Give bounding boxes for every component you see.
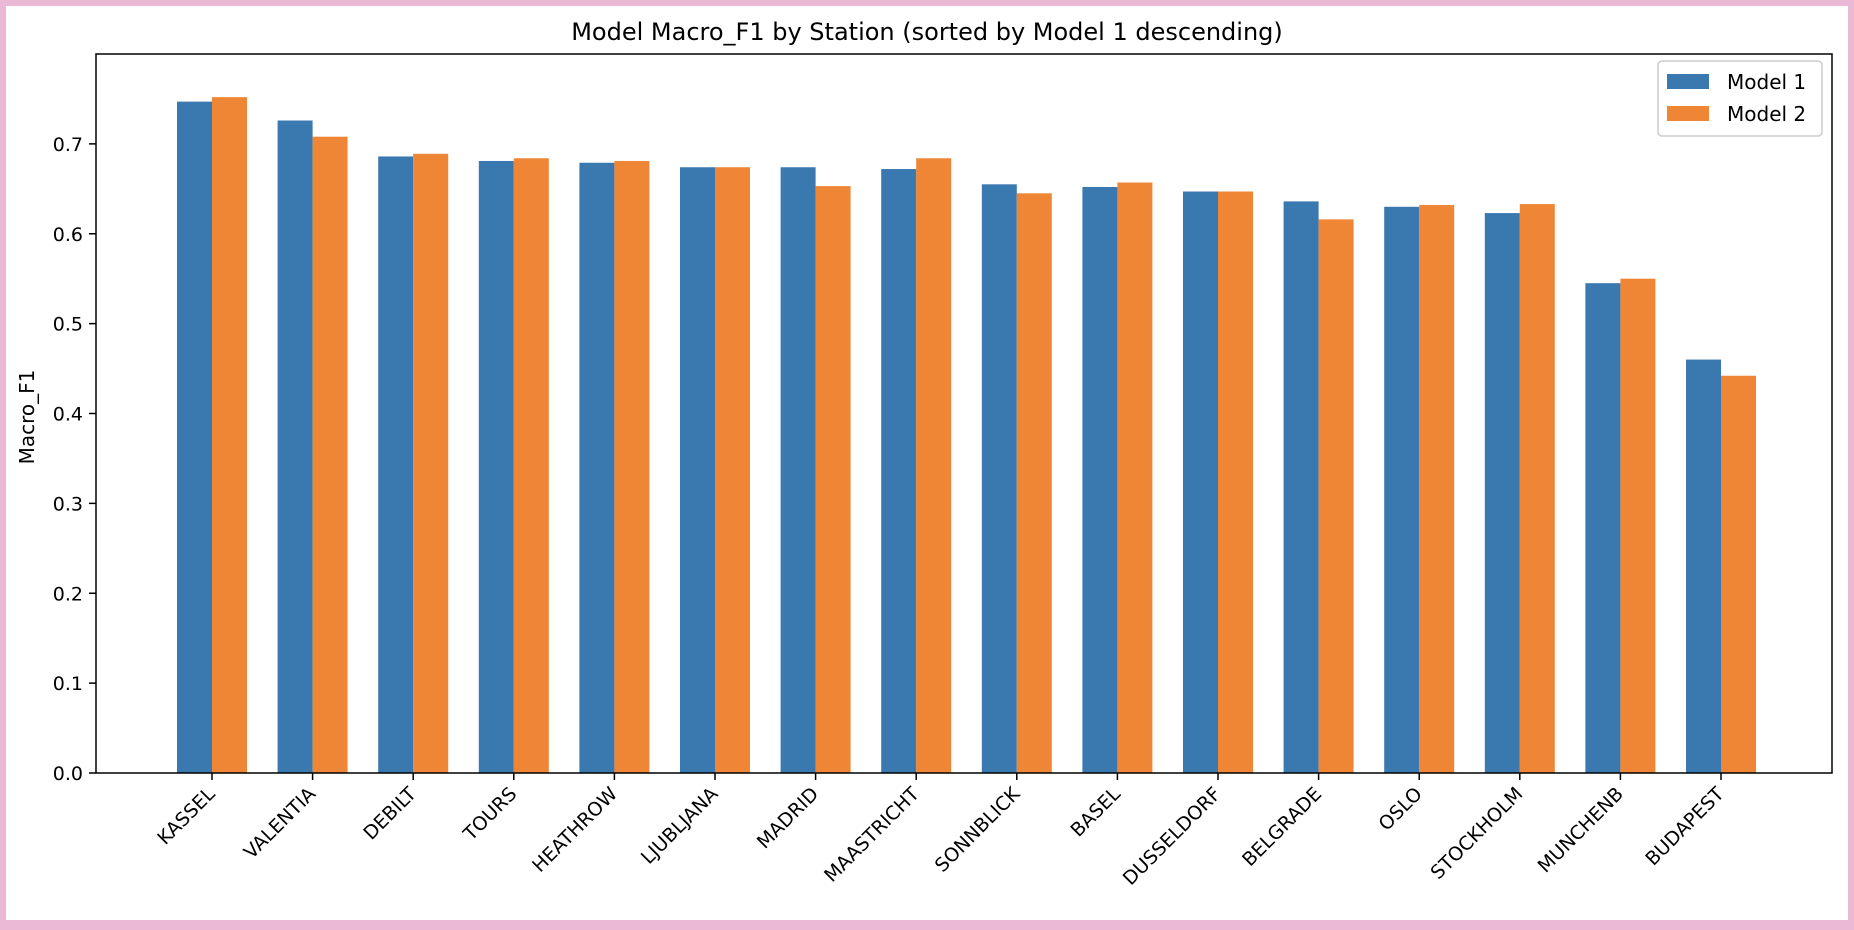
y-tick-label: 0.4 [53, 404, 83, 426]
bar-model-1-maastricht [881, 169, 917, 774]
bar-model-1-oslo [1384, 206, 1420, 774]
bar-model-1-tours [478, 160, 514, 774]
bar-model-2-belgrade [1318, 219, 1354, 773]
bar-model-2-heathrow [614, 160, 650, 774]
bar-model-1-stockholm [1484, 213, 1520, 774]
y-tick-label: 0.5 [53, 314, 83, 336]
bar-model-2-kassel [212, 97, 247, 773]
legend-swatch [1667, 106, 1709, 121]
bar-model-2-munchenb [1620, 278, 1656, 773]
bar-model-1-budapest [1686, 359, 1721, 773]
bar-model-2-dusseldorf [1218, 191, 1253, 774]
y-tick-label: 0.2 [53, 583, 83, 605]
bar-model-2-maastricht [916, 158, 952, 773]
y-tick-label: 0.7 [53, 134, 83, 156]
legend-swatch [1667, 74, 1709, 89]
legend: Model 1 Model 2 [1657, 60, 1823, 137]
bar-model-1-madrid [780, 167, 816, 773]
bar-model-2-tours [513, 158, 549, 773]
bar-model-1-kassel [177, 101, 212, 774]
y-axis-label: Macro_F1 [15, 370, 39, 465]
bar-model-2-valentia [312, 136, 348, 773]
bar-model-2-sonnblick [1016, 193, 1052, 773]
bar-model-2-oslo [1419, 204, 1455, 774]
bar-model-2-madrid [815, 186, 851, 773]
bar-model-2-stockholm [1519, 204, 1555, 773]
y-axis: 0.0 0.1 0.2 0.3 0.4 0.5 0.6 0.7 [53, 134, 96, 785]
bar-model-1-basel [1082, 187, 1118, 773]
bar-model-1-heathrow [579, 162, 615, 773]
bar-model-1-sonnblick [981, 184, 1017, 774]
y-tick-label: 0.3 [53, 493, 83, 515]
y-tick-label: 0.1 [53, 673, 83, 695]
bar-model-1-ljubljana [680, 167, 715, 773]
bar-model-2-budapest [1721, 375, 1756, 773]
plot-area-border [95, 53, 1833, 774]
bar-model-1-valentia [277, 120, 313, 773]
bar-model-1-dusseldorf [1183, 191, 1218, 774]
legend-label: Model 1 [1727, 70, 1806, 94]
bars-layer [177, 97, 1756, 774]
bar-model-1-belgrade [1283, 201, 1319, 773]
legend-label: Model 2 [1727, 102, 1806, 126]
bar-model-1-debilt [378, 156, 414, 773]
bar-model-1-munchenb [1585, 283, 1621, 773]
bar-model-2-basel [1117, 182, 1153, 774]
bar-model-2-debilt [413, 153, 449, 774]
y-tick-label: 0.6 [53, 224, 83, 246]
chart-title: Model Macro_F1 by Station (sorted by Mod… [571, 18, 1283, 46]
bar-model-2-ljubljana [715, 167, 750, 773]
y-tick-label: 0.0 [53, 763, 83, 785]
